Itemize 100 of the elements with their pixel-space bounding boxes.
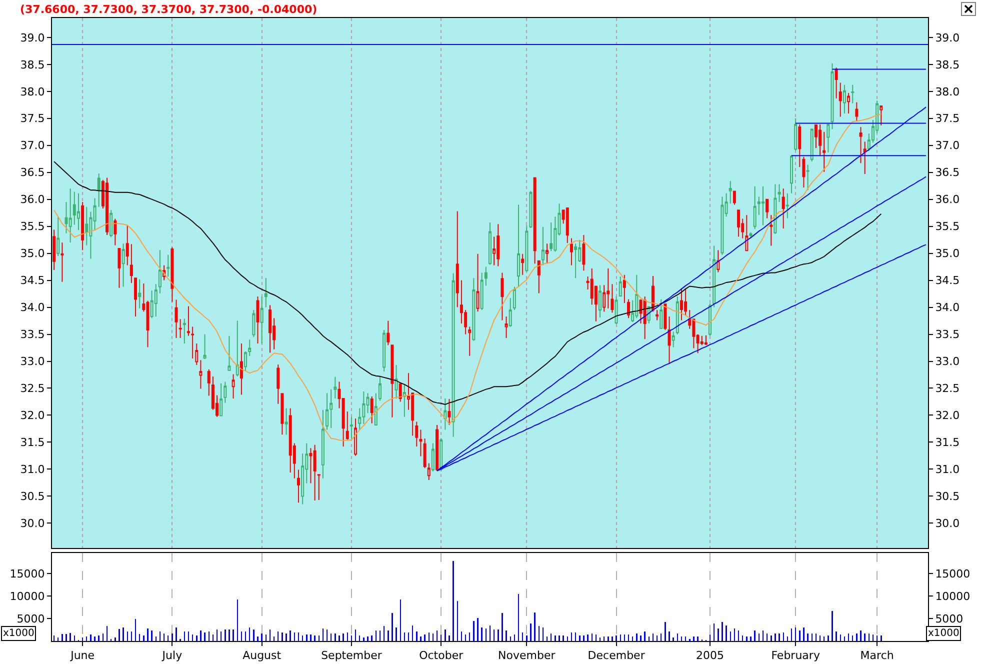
candlestick bbox=[606, 268, 610, 309]
candlestick bbox=[521, 253, 524, 276]
candlestick bbox=[656, 309, 659, 321]
candlestick bbox=[398, 383, 402, 402]
y2-tick-label: 30.5 bbox=[935, 490, 960, 504]
y-tick-label: 5000 bbox=[16, 612, 45, 626]
candlestick bbox=[68, 188, 72, 244]
y-tick-label: 32.0 bbox=[20, 409, 45, 422]
candlestick bbox=[260, 296, 264, 344]
y-tick-label: 10000 bbox=[10, 590, 45, 603]
candlestick bbox=[834, 67, 838, 99]
candlestick bbox=[224, 381, 227, 404]
candlestick bbox=[158, 250, 162, 294]
x-tick-label: June bbox=[70, 649, 95, 662]
candlestick bbox=[186, 306, 190, 336]
candlestick bbox=[790, 154, 794, 194]
candlestick bbox=[280, 393, 284, 436]
candlestick bbox=[346, 410, 349, 442]
y-tick-label: 37.0 bbox=[20, 139, 45, 152]
y2-tick-label: 39.0 bbox=[935, 31, 960, 44]
candlestick bbox=[321, 409, 324, 479]
candlestick bbox=[676, 296, 679, 335]
candlestick bbox=[745, 214, 748, 252]
candlestick bbox=[704, 334, 708, 346]
candlestick bbox=[122, 243, 125, 288]
candlestick bbox=[770, 214, 773, 246]
candlestick bbox=[174, 299, 178, 339]
candlestick bbox=[448, 398, 451, 426]
candlestick bbox=[248, 339, 252, 356]
candlestick bbox=[782, 188, 785, 229]
candlestick bbox=[798, 124, 802, 168]
candlestick bbox=[236, 320, 239, 377]
candlestick bbox=[444, 398, 447, 430]
candlestick bbox=[806, 164, 810, 191]
candlestick bbox=[110, 210, 113, 238]
y2-tick-label: 38.5 bbox=[935, 58, 960, 72]
candlestick bbox=[386, 320, 390, 346]
y2-tick-label: 15000 bbox=[935, 568, 970, 580]
candlestick bbox=[240, 342, 243, 396]
line-series bbox=[54, 161, 882, 405]
candlestick bbox=[436, 424, 439, 472]
candlestick bbox=[712, 245, 716, 308]
y-tick-label: 32.5 bbox=[20, 382, 45, 396]
candlestick bbox=[456, 210, 459, 308]
y2-tick-label: 10000 bbox=[935, 590, 970, 603]
candlestick bbox=[378, 376, 382, 402]
candlestick bbox=[203, 334, 206, 360]
x-tick-label: September bbox=[321, 649, 382, 662]
candlestick bbox=[622, 274, 626, 304]
candlestick bbox=[582, 234, 586, 272]
candlestick bbox=[126, 224, 129, 266]
candlestick bbox=[766, 198, 769, 219]
y2-tick-label: 35.5 bbox=[935, 220, 960, 234]
y-tick-label: 35.0 bbox=[20, 247, 45, 260]
y-tick-label: 37.5 bbox=[20, 112, 45, 126]
candlestick bbox=[794, 118, 798, 152]
x-tick-label: February bbox=[771, 649, 820, 662]
candlestick bbox=[810, 128, 814, 162]
candlestick bbox=[166, 254, 170, 278]
y2-tick-label: 33.5 bbox=[935, 328, 960, 342]
candlestick bbox=[778, 184, 781, 203]
candlestick bbox=[863, 141, 866, 174]
candlestick bbox=[130, 244, 133, 284]
annotation: x1000 bbox=[928, 628, 960, 639]
y2-tick-label: 34.5 bbox=[935, 274, 960, 288]
candlestick bbox=[220, 382, 223, 416]
candlestick bbox=[268, 304, 272, 354]
candlestick bbox=[786, 192, 789, 219]
candlestick bbox=[317, 474, 320, 500]
candlestick bbox=[452, 272, 455, 438]
y-tick-label: 38.5 bbox=[20, 58, 45, 72]
candlestick bbox=[574, 243, 578, 279]
candlestick bbox=[56, 216, 60, 257]
candlestick bbox=[737, 210, 740, 238]
candlestick bbox=[830, 62, 834, 130]
candlestick bbox=[252, 309, 256, 338]
candlestick bbox=[851, 84, 854, 104]
candlestick bbox=[570, 238, 573, 266]
y-tick-label: 36.0 bbox=[20, 193, 45, 206]
y2-tick-label: 37.0 bbox=[935, 139, 960, 152]
candlestick bbox=[232, 374, 235, 399]
candlestick bbox=[134, 277, 138, 317]
candlestick bbox=[313, 444, 316, 502]
candlestick bbox=[525, 224, 528, 272]
y-tick-label: 15000 bbox=[10, 568, 45, 580]
y2-tick-label: 36.0 bbox=[935, 193, 960, 206]
candlestick bbox=[81, 202, 84, 251]
candlestick bbox=[680, 288, 683, 321]
candlestick bbox=[720, 196, 724, 256]
y-tick-label: 36.5 bbox=[20, 166, 45, 180]
candlestick bbox=[614, 296, 618, 325]
candlestick bbox=[390, 344, 394, 418]
candlestick bbox=[512, 286, 516, 310]
x-tick-label: November bbox=[498, 649, 556, 662]
y2-tick-label: 38.0 bbox=[935, 85, 960, 98]
candlestick bbox=[708, 303, 712, 336]
candlestick bbox=[566, 207, 569, 244]
candlestick bbox=[326, 392, 329, 430]
candlestick bbox=[618, 276, 622, 297]
candlestick bbox=[370, 396, 374, 424]
